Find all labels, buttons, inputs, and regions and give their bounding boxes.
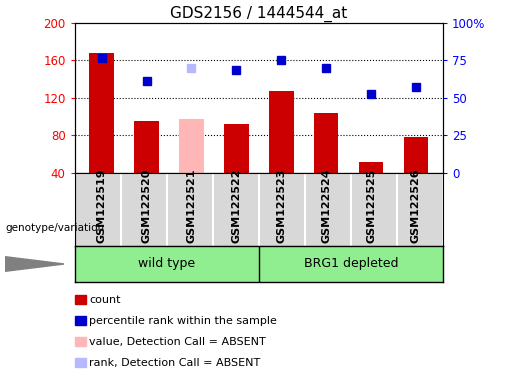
Bar	[179, 119, 204, 173]
Text: GSM122525: GSM122525	[366, 169, 376, 243]
Text: BRG1 depleted: BRG1 depleted	[304, 258, 398, 270]
Bar	[89, 53, 114, 173]
Text: count: count	[89, 295, 121, 305]
Bar	[269, 91, 294, 173]
Text: GSM122520: GSM122520	[142, 169, 151, 243]
Text: percentile rank within the sample: percentile rank within the sample	[89, 316, 277, 326]
Text: GSM122523: GSM122523	[276, 169, 286, 243]
Text: rank, Detection Call = ABSENT: rank, Detection Call = ABSENT	[89, 358, 261, 368]
Text: value, Detection Call = ABSENT: value, Detection Call = ABSENT	[89, 337, 266, 347]
Text: genotype/variation: genotype/variation	[5, 222, 104, 233]
Text: wild type: wild type	[138, 258, 195, 270]
Bar	[404, 137, 428, 173]
Bar	[134, 121, 159, 173]
Title: GDS2156 / 1444544_at: GDS2156 / 1444544_at	[170, 5, 348, 22]
Text: GSM122519: GSM122519	[97, 168, 107, 243]
Text: GSM122521: GSM122521	[186, 168, 196, 243]
Text: GSM122526: GSM122526	[411, 168, 421, 243]
Bar	[314, 113, 338, 173]
Text: GSM122522: GSM122522	[231, 168, 242, 243]
Bar	[359, 162, 383, 173]
Text: GSM122524: GSM122524	[321, 168, 331, 243]
Polygon shape	[5, 257, 64, 271]
Bar	[224, 124, 249, 173]
